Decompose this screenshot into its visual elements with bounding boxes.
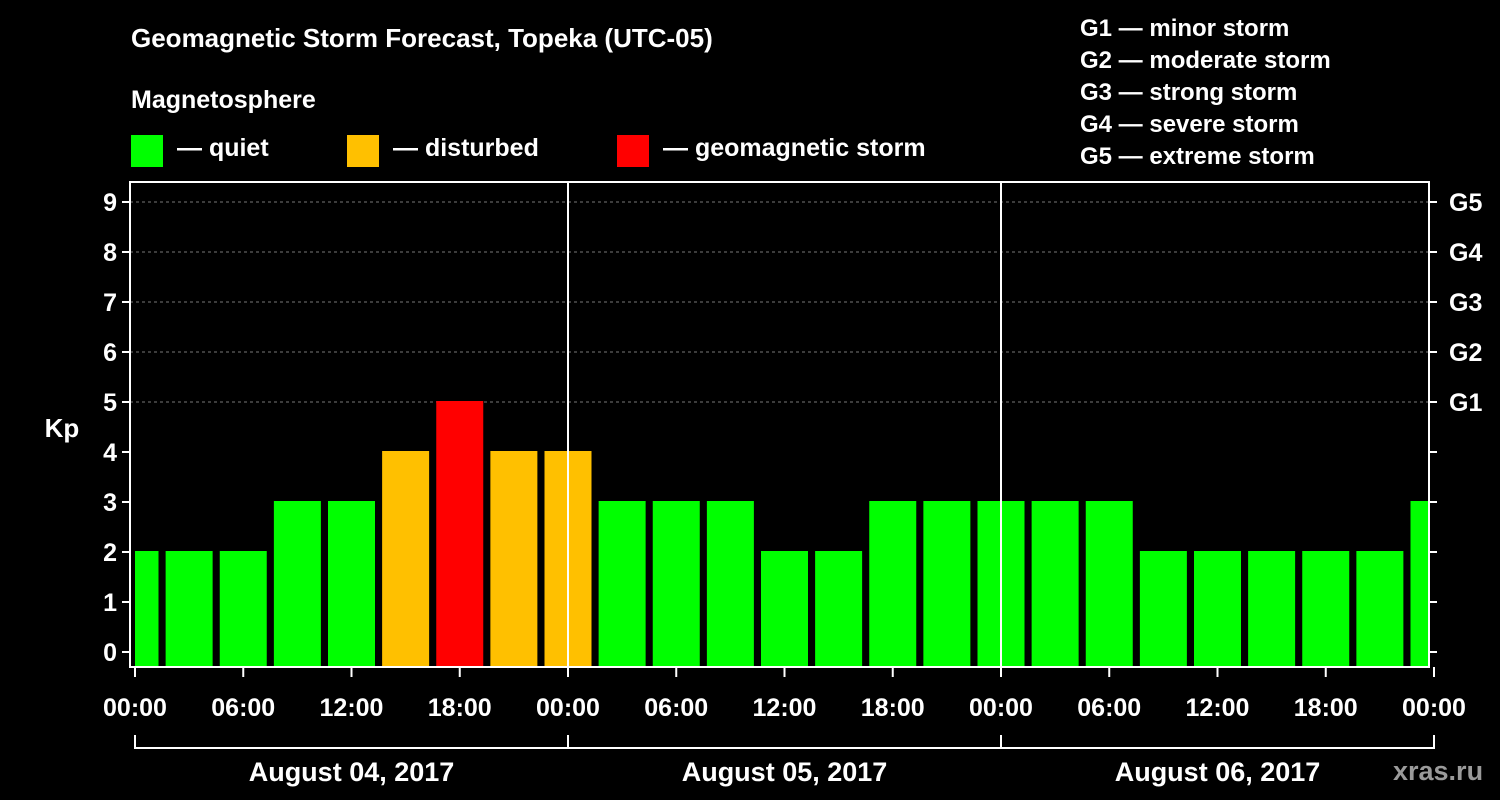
- kp-bar: [328, 501, 375, 667]
- x-tick-label: 06:00: [211, 694, 275, 722]
- legend-label-quiet: — quiet: [177, 134, 269, 162]
- x-tick-label: 00:00: [103, 694, 167, 722]
- x-tick-label: 00:00: [536, 694, 600, 722]
- y-tick-label: 5: [103, 389, 117, 417]
- x-tick-label: 06:00: [644, 694, 708, 722]
- kp-bar: [273, 501, 321, 667]
- y-tick-label: 6: [103, 339, 117, 367]
- storm-level-label: G5: [1449, 189, 1482, 217]
- storm-scale-g3: G3 — strong storm: [1080, 79, 1298, 106]
- kp-bar: [1410, 501, 1428, 667]
- y-tick-label: 4: [103, 439, 117, 467]
- kp-bar: [923, 501, 971, 667]
- gridlines: [130, 201, 1429, 403]
- kp-bar: [761, 551, 808, 667]
- axes: [129, 181, 1430, 668]
- kp-bar: [706, 501, 754, 667]
- storm-scale-g4: G4 — severe storm: [1080, 111, 1299, 138]
- kp-bar: [1356, 551, 1404, 667]
- y-axis-label: Kp: [45, 413, 80, 443]
- y-tick-label: 0: [103, 639, 117, 667]
- plot-frame: [129, 181, 1430, 668]
- kp-bar: [382, 451, 430, 667]
- legend-label-storm: — geomagnetic storm: [663, 134, 926, 162]
- storm-level-label: G2: [1449, 339, 1482, 367]
- y-tick-label: 2: [103, 539, 117, 567]
- legend-label-disturbed: — disturbed: [393, 134, 539, 162]
- y-tick-label: 1: [103, 589, 117, 617]
- day-label: August 04, 2017: [249, 757, 455, 787]
- kp-bar: [652, 501, 700, 667]
- kp-bar: [1248, 551, 1296, 667]
- y-axis-ticks: 0 1 2 3 4 5 6 7 8 9: [103, 189, 130, 667]
- kp-bar: [135, 551, 159, 667]
- storm-level-label: G3: [1449, 289, 1482, 317]
- x-tick-label: 00:00: [969, 694, 1033, 722]
- kp-bar: [869, 501, 917, 667]
- chart-title: Geomagnetic Storm Forecast, Topeka (UTC-…: [131, 23, 713, 53]
- kp-bars: [135, 401, 1428, 667]
- legend-swatch-storm: [617, 135, 649, 167]
- kp-bar: [1031, 501, 1079, 667]
- day-labels: August 04, 2017 August 05, 2017 August 06,…: [134, 735, 1435, 787]
- x-tick-label: 18:00: [861, 694, 925, 722]
- day-label: August 06, 2017: [1115, 757, 1321, 787]
- y-tick-label: 8: [103, 239, 117, 267]
- x-tick-label: 12:00: [320, 694, 384, 722]
- legend-swatch-quiet: [131, 135, 163, 167]
- kp-bar: [1194, 551, 1241, 667]
- kp-bar: [1302, 551, 1350, 667]
- x-tick-label: 18:00: [428, 694, 492, 722]
- kp-bar: [436, 401, 484, 667]
- kp-bar: [219, 551, 267, 667]
- day-label: August 05, 2017: [682, 757, 888, 787]
- kp-bar: [490, 451, 538, 667]
- x-tick-label: 12:00: [1186, 694, 1250, 722]
- magnetosphere-label: Magnetosphere: [131, 86, 316, 114]
- storm-level-label: G4: [1449, 239, 1482, 267]
- kp-bar: [1139, 551, 1187, 667]
- kp-bar: [815, 551, 863, 667]
- x-tick-label: 06:00: [1077, 694, 1141, 722]
- x-tick-label: 00:00: [1402, 694, 1466, 722]
- kp-bar: [165, 551, 213, 667]
- storm-scale-g2: G2 — moderate storm: [1080, 47, 1331, 74]
- storm-level-ticks: G1 G2 G3 G4 G5: [1429, 189, 1482, 653]
- storm-scale-g1: G1 — minor storm: [1080, 15, 1290, 42]
- x-axis-ticks: 00:00 06:00 12:00 18:00 00:00 06:00 12:00 18:00…: [103, 667, 1466, 722]
- y-tick-label: 9: [103, 189, 117, 217]
- kp-bar: [1085, 501, 1133, 667]
- storm-scale-g5: G5 — extreme storm: [1080, 143, 1315, 170]
- kp-bar: [598, 501, 646, 667]
- legend-swatch-disturbed: [347, 135, 379, 167]
- storm-level-label: G1: [1449, 389, 1482, 417]
- x-tick-label: 12:00: [753, 694, 817, 722]
- y-tick-label: 3: [103, 489, 117, 517]
- site-watermark: xras.ru: [1393, 756, 1484, 786]
- x-tick-label: 18:00: [1294, 694, 1358, 722]
- y-tick-label: 7: [103, 289, 117, 317]
